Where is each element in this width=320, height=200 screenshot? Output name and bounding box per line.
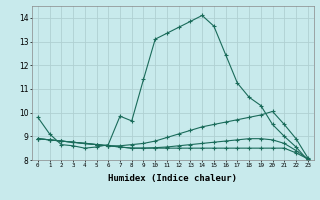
X-axis label: Humidex (Indice chaleur): Humidex (Indice chaleur) <box>108 174 237 183</box>
